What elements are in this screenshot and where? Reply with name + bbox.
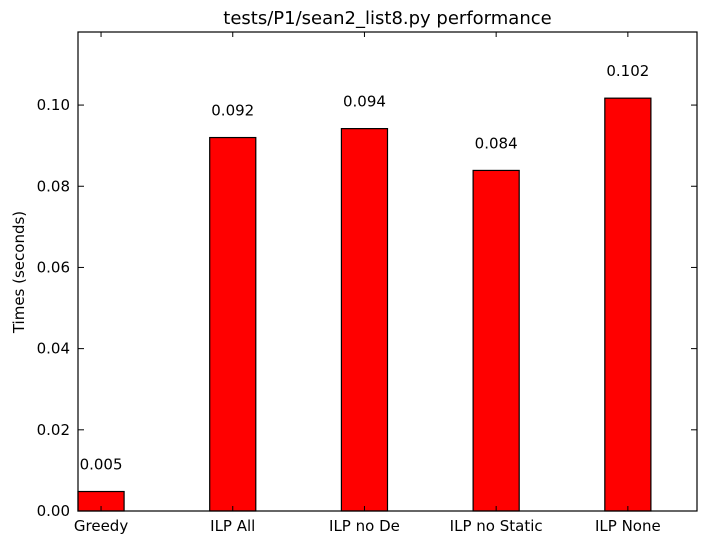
x-tick-label: ILP All [210, 517, 255, 535]
y-tick-label: 0.00 [37, 502, 70, 520]
bar-ilp-none [604, 97, 652, 512]
bar-ilp-no-de [340, 128, 389, 512]
x-tick-label: ILP no Static [450, 517, 543, 535]
y-tick-label: 0.04 [37, 340, 70, 358]
chart-title: tests/P1/sean2_list8.py performance [223, 8, 551, 29]
plot-frame [77, 31, 698, 512]
y-tick-label: 0.02 [37, 421, 70, 439]
x-tick-label: Greedy [74, 517, 128, 535]
bar-ilp-all [209, 136, 257, 512]
value-label: 0.084 [475, 134, 518, 152]
bar-ilp-no-static [472, 169, 520, 512]
value-label: 0.102 [606, 62, 649, 80]
value-label: 0.005 [80, 456, 123, 474]
y-tick-label: 0.10 [37, 96, 70, 114]
plot-area: 0.005 Greedy 0.092 ILP All 0.094 ILP no De 0.0… [37, 31, 698, 535]
y-tick-label: 0.06 [37, 258, 70, 276]
y-tick-label: 0.08 [37, 177, 70, 195]
y-axis-label: Times (seconds) [10, 211, 28, 334]
x-tick-label: ILP no De [329, 517, 400, 535]
x-tick-label: ILP None [595, 517, 661, 535]
value-label: 0.092 [211, 102, 254, 120]
value-label: 0.094 [343, 93, 386, 111]
